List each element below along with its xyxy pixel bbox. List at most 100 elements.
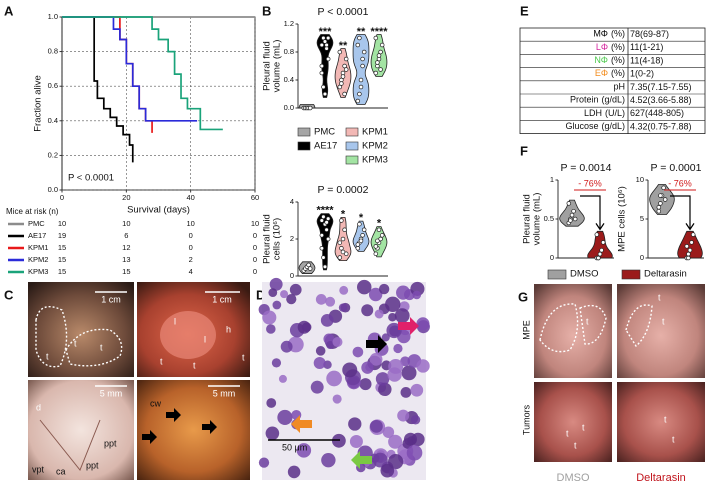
cell: [272, 300, 282, 310]
cell: [412, 290, 422, 300]
y-tick-label: 0.8: [48, 47, 58, 56]
legend-swatch: [345, 155, 359, 165]
photo-label: l: [204, 334, 206, 344]
cell: [339, 285, 349, 295]
y-tick-label: 0: [550, 253, 554, 262]
cell: [410, 383, 424, 397]
row-name: EΦ: [595, 69, 608, 79]
legend-swatch: [345, 141, 359, 151]
violin: [649, 184, 675, 215]
cell: [369, 352, 383, 366]
data-point: [355, 98, 361, 104]
table-label: LDH (U/L): [584, 108, 625, 118]
row-unit: (U/L): [605, 108, 625, 118]
cell: [387, 367, 402, 382]
row-unit: (g/dL): [601, 121, 625, 131]
data-point: [321, 84, 326, 90]
photo: [534, 382, 612, 462]
cell: [352, 346, 364, 358]
y-tick-label: 0.4: [48, 116, 58, 125]
y-tick-label: 0.0: [284, 103, 294, 112]
cell: [374, 309, 384, 319]
table-label: LΦ (%): [596, 42, 625, 52]
data-point: [337, 84, 343, 90]
survival-curve: [62, 16, 198, 122]
cell: [277, 409, 293, 426]
outline: [65, 328, 123, 367]
cell: [331, 433, 346, 448]
cell: [287, 465, 301, 479]
arrow: [291, 415, 312, 433]
row-name: Glucose: [565, 121, 598, 131]
cell: [361, 304, 374, 317]
p-value: P < 0.0001: [68, 173, 114, 184]
cell: [325, 296, 336, 307]
data-point: [321, 214, 326, 220]
cell: [378, 283, 390, 295]
cell: [372, 452, 388, 468]
data-point: [355, 42, 361, 48]
photo: [617, 382, 705, 462]
cell: [386, 322, 402, 339]
data-point: [321, 35, 326, 41]
arrow: [202, 420, 217, 434]
x-tick-label: 20: [122, 193, 130, 202]
survival-curve: [62, 16, 134, 163]
photo: [534, 284, 612, 378]
cell: [280, 340, 293, 353]
risk-count: 15: [58, 255, 66, 264]
cell: [385, 296, 401, 312]
data-point: [373, 244, 379, 249]
column-label: DMSO: [557, 472, 590, 484]
significance-label: **: [339, 40, 348, 52]
photo-d: [258, 277, 430, 480]
data-point: [319, 70, 325, 76]
cell: [278, 374, 287, 383]
cell: [296, 443, 312, 458]
table-label: pH: [613, 82, 625, 92]
panel-label: B: [262, 3, 271, 18]
cell: [381, 333, 390, 342]
risk-count: 0: [189, 243, 193, 252]
significance-label: *: [341, 208, 346, 220]
tissue: [39, 419, 101, 471]
panel-label: D: [256, 287, 265, 302]
data-point: [319, 42, 325, 48]
data-point: [343, 251, 349, 257]
photo-d-overlay: 50 μm: [268, 317, 419, 469]
row-label: MPE: [521, 320, 531, 340]
data-point: [375, 60, 380, 65]
scale-label: 50 μm: [282, 442, 307, 452]
data-point: [342, 91, 347, 97]
table-label: Protein (g/dL): [570, 95, 625, 105]
cell: [338, 303, 348, 312]
row-name: pH: [613, 82, 625, 92]
legend-label: AE17: [314, 141, 337, 152]
cell: [342, 362, 358, 378]
data-point: [324, 42, 329, 48]
risk-table-title: Mice at risk (n): [6, 207, 59, 216]
y-axis-label: volume (mL): [532, 193, 543, 246]
data-point: [373, 35, 379, 41]
risk-count: 19: [58, 231, 66, 240]
y-axis-label: MPE cells (10⁶): [617, 186, 628, 252]
y-tick-label: 1: [550, 175, 554, 184]
photo-label: t: [566, 428, 569, 438]
table-value: 78(69-87): [630, 29, 669, 39]
arrow: [142, 430, 157, 444]
photo: [28, 380, 134, 480]
arrow-head: [595, 223, 605, 231]
cell: [315, 293, 327, 305]
data-point: [600, 240, 606, 245]
risk-count: 0: [253, 231, 257, 240]
y-tick-label: 1.2: [284, 19, 294, 28]
cell: [380, 463, 395, 478]
violin: [316, 213, 334, 271]
legend-swatch: [621, 269, 641, 280]
table-value: 7.35(7.15-7.55): [630, 82, 692, 92]
cell: [378, 382, 392, 397]
cell: [268, 288, 278, 297]
data-point: [358, 84, 364, 90]
y-tick-label: 2: [290, 234, 294, 243]
data-point: [355, 246, 361, 251]
